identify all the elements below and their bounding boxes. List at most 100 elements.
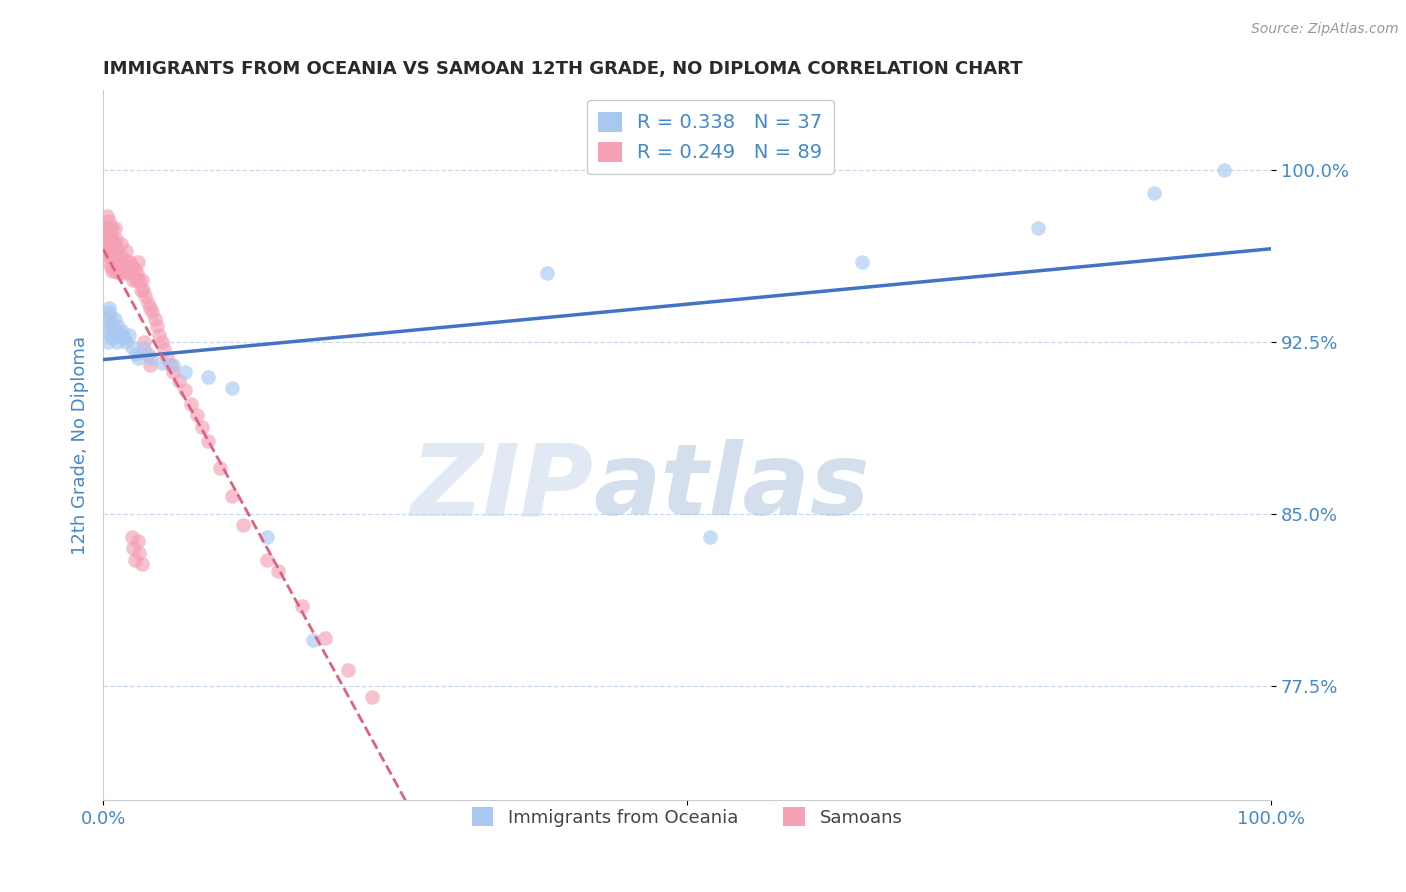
Point <box>132 335 155 350</box>
Point <box>98 255 121 269</box>
Point <box>96 227 118 242</box>
Point <box>160 358 183 372</box>
Point <box>104 312 127 326</box>
Point <box>121 340 143 354</box>
Point <box>112 267 135 281</box>
Point <box>101 232 124 246</box>
Text: atlas: atlas <box>593 440 870 536</box>
Point <box>256 553 278 567</box>
Point <box>104 236 127 251</box>
Point <box>197 369 219 384</box>
Point <box>128 273 150 287</box>
Point <box>139 301 162 315</box>
Point <box>97 335 120 350</box>
Point <box>197 434 219 448</box>
Point <box>98 251 121 265</box>
Point <box>127 351 149 366</box>
Point <box>100 227 122 242</box>
Point <box>121 530 143 544</box>
Point <box>173 384 195 398</box>
Point <box>208 461 231 475</box>
Point <box>127 255 149 269</box>
Point <box>96 244 118 258</box>
Point <box>124 261 146 276</box>
Point <box>191 420 214 434</box>
Point <box>115 244 138 258</box>
Point <box>94 236 117 251</box>
Point <box>97 232 120 246</box>
Point <box>314 631 336 645</box>
Point <box>96 209 118 223</box>
Point <box>186 409 208 423</box>
Point <box>98 301 121 315</box>
Point <box>536 267 558 281</box>
Point <box>337 663 360 677</box>
Point <box>98 310 121 324</box>
Point <box>112 330 135 344</box>
Point <box>150 335 173 350</box>
Point <box>121 260 143 274</box>
Point <box>139 358 162 372</box>
Point <box>97 220 120 235</box>
Point <box>115 335 138 350</box>
Point <box>103 252 125 267</box>
Point <box>232 518 254 533</box>
Point <box>132 342 155 356</box>
Point <box>105 335 128 350</box>
Legend: Immigrants from Oceania, Samoans: Immigrants from Oceania, Samoans <box>464 800 910 834</box>
Point <box>131 273 153 287</box>
Point <box>111 264 134 278</box>
Point <box>118 328 141 343</box>
Point <box>101 330 124 344</box>
Point <box>156 351 179 366</box>
Point <box>128 546 150 560</box>
Point <box>360 690 382 705</box>
Point <box>110 236 132 251</box>
Point <box>104 232 127 246</box>
Point <box>129 283 152 297</box>
Point <box>180 397 202 411</box>
Point <box>153 342 176 356</box>
Text: ZIP: ZIP <box>411 440 593 536</box>
Point <box>167 374 190 388</box>
Point <box>1143 186 1166 201</box>
Point <box>131 558 153 572</box>
Point <box>132 283 155 297</box>
Point <box>122 273 145 287</box>
Point <box>100 328 122 343</box>
Point <box>118 267 141 281</box>
Point <box>1026 220 1049 235</box>
Point <box>136 296 159 310</box>
Point <box>125 273 148 287</box>
Point <box>221 381 243 395</box>
Point <box>103 236 125 251</box>
Point <box>148 328 170 343</box>
Point <box>94 220 117 235</box>
Point <box>98 305 121 319</box>
Point <box>96 312 118 326</box>
Point <box>107 255 129 269</box>
Point <box>120 267 142 281</box>
Point <box>118 255 141 269</box>
Point <box>267 564 290 578</box>
Point <box>122 541 145 556</box>
Point <box>291 599 314 613</box>
Point <box>256 530 278 544</box>
Point <box>107 319 129 334</box>
Point <box>1213 163 1236 178</box>
Point <box>127 534 149 549</box>
Point <box>162 365 184 379</box>
Point <box>143 312 166 326</box>
Point <box>101 220 124 235</box>
Point <box>104 264 127 278</box>
Point <box>98 227 121 242</box>
Point <box>302 632 325 647</box>
Point <box>851 255 873 269</box>
Point <box>98 236 121 251</box>
Point <box>105 244 128 258</box>
Point <box>97 324 120 338</box>
Point <box>111 255 134 269</box>
Point <box>100 244 122 258</box>
Point <box>111 324 134 338</box>
Point <box>139 351 162 366</box>
